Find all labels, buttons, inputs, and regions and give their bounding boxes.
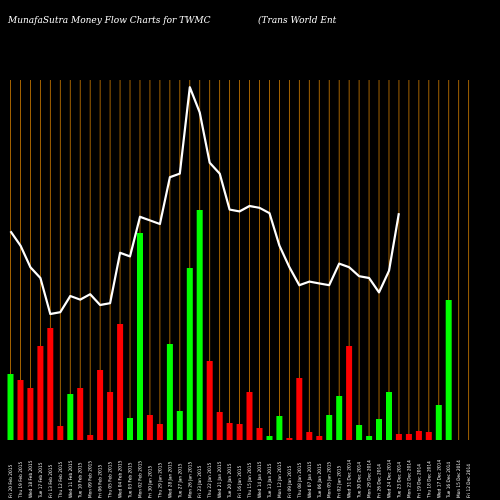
chart-title: MunafaSutra Money Flow Charts for TWMC (7, 16, 211, 26)
money-flow-bar (445, 300, 452, 440)
money-flow-bar (425, 432, 432, 440)
money-flow-bar (346, 346, 353, 440)
chart-subtitle: (Trans World Ent (258, 15, 337, 26)
x-tick-label: Wed 17 Dec 2014 (436, 460, 442, 498)
money-flow-bar (326, 415, 333, 440)
money-flow-bar (306, 432, 313, 440)
money-flow-bar (266, 436, 273, 440)
x-tick-label: Wed 14 Jan 2015 (257, 461, 263, 498)
x-tick-label: Wed 31 Dec 2014 (347, 460, 353, 498)
x-tick-label: Mon 12 Jan 2015 (277, 462, 283, 498)
x-tick-label: Fri 12 Dec 2014 (466, 464, 472, 498)
x-tick-label: Fri 19 Dec 2014 (416, 464, 422, 498)
money-flow-bar (356, 425, 363, 440)
money-flow-bar (296, 378, 303, 440)
money-flow-bar (7, 374, 14, 440)
money-flow-bars (7, 210, 452, 440)
x-tick-label: Fri 02 Jan 2015 (337, 465, 343, 498)
x-tick-label: Thu 19 Feb 2015 (18, 462, 24, 499)
money-flow-bar (366, 436, 373, 440)
x-tick-label: Thu 18 Dec 2014 (426, 461, 432, 499)
money-flow-bar (336, 396, 343, 440)
x-tick-label: Mon 15 Dec 2014 (456, 460, 462, 498)
money-flow-bar (77, 388, 84, 440)
money-flow-bar (47, 328, 54, 440)
x-tick-label: Tue 03 Feb 2015 (128, 462, 134, 499)
money-flow-bar (146, 415, 153, 440)
x-tick-label: Tue 13 Jan 2015 (267, 463, 273, 499)
x-tick-label: Fri 26 Dec 2014 (377, 464, 383, 498)
x-tick-label: Wed 11 Feb 2015 (68, 460, 74, 498)
x-tick-label: Tue 16 Dec 2014 (446, 462, 452, 499)
x-tick-label: Tue 20 Jan 2015 (227, 463, 233, 499)
x-tick-label: Mon 29 Dec 2014 (367, 460, 373, 498)
money-flow-bar (316, 436, 323, 440)
money-flow-bar (137, 233, 143, 440)
money-flow-bar (395, 434, 402, 440)
x-tick-label: Wed 28 Jan 2015 (167, 461, 173, 498)
money-flow-bar (256, 428, 263, 440)
x-tick-label: Thu 12 Feb 2015 (58, 462, 64, 499)
x-tick-label: Thu 05 Feb 2015 (108, 462, 114, 499)
money-flow-bar (127, 418, 133, 440)
money-flow-bar (386, 392, 392, 440)
money-flow-bar (276, 416, 283, 440)
money-flow-bar (17, 380, 24, 440)
x-tick-label: Fri 20 Feb 2015 (8, 465, 14, 498)
x-tick-label: Fri 16 Jan 2015 (237, 465, 243, 498)
money-flow-bar (57, 426, 64, 440)
money-flow-bar (67, 394, 74, 440)
money-flow-bar (226, 423, 233, 440)
x-axis-labels: Fri 20 Feb 2015 Thu 19 Feb 2015 Wed 18 Feb… (8, 460, 472, 499)
money-flow-bar (87, 435, 94, 440)
money-flow-bar (37, 346, 44, 440)
x-tick-label: Wed 24 Dec 2014 (387, 460, 393, 498)
x-tick-label: Thu 29 Jan 2015 (157, 463, 163, 499)
x-tick-label: Fri 23 Jan 2015 (197, 465, 203, 498)
money-flow-bar (376, 419, 382, 440)
x-tick-label: Thu 08 Jan 2015 (297, 463, 303, 499)
x-tick-label: Fri 30 Jan 2015 (147, 465, 153, 498)
money-flow-bar (156, 424, 163, 440)
x-tick-label: Fri 13 Feb 2015 (48, 465, 54, 498)
x-tick-label: Thu 22 Jan 2015 (207, 463, 213, 499)
money-flow-bar (206, 361, 213, 440)
price-line (9, 86, 400, 316)
x-tick-label: Tue 10 Feb 2015 (78, 462, 84, 499)
x-tick-label: Tue 23 Dec 2014 (396, 462, 402, 499)
money-flow-bar (166, 344, 173, 440)
money-flow-bar (286, 438, 293, 440)
x-tick-label: Mon 09 Feb 2015 (88, 461, 94, 498)
x-tick-label: Wed 07 Jan 2015 (307, 461, 313, 498)
x-tick-label: Wed 21 Jan 2015 (217, 461, 223, 498)
x-tick-label: Wed 04 Feb 2015 (118, 460, 124, 498)
money-flow-bar (117, 324, 124, 440)
money-flow-bar (27, 388, 34, 440)
money-flow-bar (246, 392, 253, 440)
money-flow-bar (435, 405, 442, 440)
x-tick-label: Tue 06 Jan 2015 (317, 463, 323, 499)
x-tick-label: Tue 30 Dec 2014 (357, 462, 363, 499)
x-tick-label: Mon 02 Feb 2015 (138, 461, 144, 498)
money-flow-bar (415, 431, 422, 440)
money-flow-bar (196, 210, 203, 440)
money-flow-bar (97, 370, 104, 440)
money-flow-bar (236, 424, 243, 440)
x-tick-label: Mon 26 Jan 2015 (187, 462, 193, 498)
money-flow-bar (405, 434, 412, 440)
x-tick-label: Wed 18 Feb 2015 (28, 460, 34, 498)
x-tick-label: Tue 17 Feb 2015 (38, 462, 44, 499)
x-tick-label: Mon 05 Jan 2015 (327, 462, 333, 498)
money-flow-bar (216, 412, 223, 440)
x-tick-label: Fri 09 Jan 2015 (287, 465, 293, 498)
money-flow-bar (107, 392, 114, 440)
x-tick-label: Fri 06 Feb 2015 (98, 465, 104, 498)
x-tick-label: Tue 27 Jan 2015 (177, 463, 183, 499)
x-tick-label: Mon 22 Dec 2014 (406, 460, 412, 498)
money-flow-bar (186, 268, 193, 440)
x-tick-label: Thu 15 Jan 2015 (247, 463, 253, 499)
money-flow-bar (176, 411, 183, 440)
